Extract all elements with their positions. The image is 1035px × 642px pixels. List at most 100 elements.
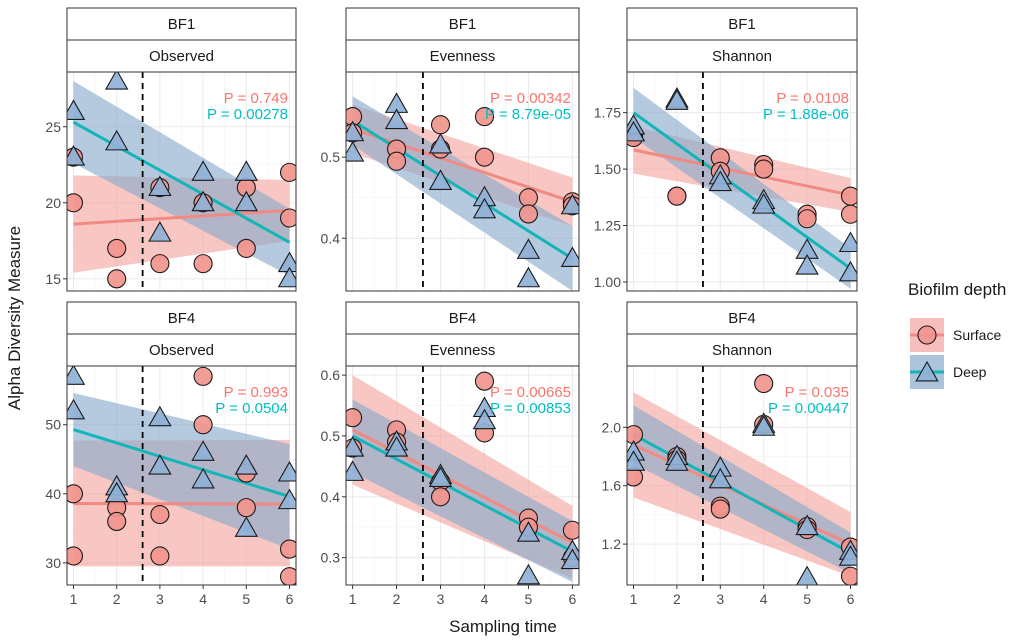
deep-point [472,197,497,219]
y-tick-label: 50 [45,417,61,433]
x-tick-label: 2 [673,591,681,607]
x-tick-label: 1 [630,591,638,607]
surface-point [236,498,256,518]
y-tick-label: 30 [45,555,61,571]
deep-point [627,450,646,471]
surface-point [279,162,296,182]
deep-fit-line [632,111,852,270]
strip-measure-label: Observed [149,48,214,65]
x-tick-label: 1 [349,591,357,607]
deep-point [148,175,172,197]
y-tick-label: 1.6 [602,478,622,494]
deep-point [148,221,172,242]
y-tick-label: 1.50 [594,161,621,177]
deep-confidence-band [352,399,573,582]
deep-point [560,548,579,570]
surface-point [279,539,296,559]
x-axis-title: Sampling time [449,617,557,636]
surface-point [430,115,451,135]
deep-point [795,514,819,536]
deep-point [516,238,541,259]
deep-point [838,260,857,282]
strip-top [626,301,858,335]
deep-point [751,415,776,436]
deep-point [234,160,259,181]
x-tick-label: 3 [716,591,724,607]
pvalue-surface: P = 0.749 [224,90,288,107]
x-tick-label: 6 [847,591,855,607]
deep-point [346,120,365,142]
surface-fit-line [73,208,290,226]
strip-top [626,7,858,41]
strip-top-label: BF1 [728,16,756,33]
deep-point [560,246,579,268]
deep-point [708,170,733,192]
surface-point [279,208,296,228]
legend-label: Surface [953,327,1001,343]
pvalue-deep: P = 0.00853 [490,400,571,417]
y-axis-title: Alpha Diversity Measure [5,226,24,410]
legend-label: Deep [953,364,987,380]
y-tick-label: 0.4 [321,489,341,505]
x-tick-label: 3 [437,591,445,607]
surface-point [150,504,170,525]
legend: Biofilm depth Surface Deep [908,280,1006,389]
strip-measure-label: Shannon [712,342,772,359]
x-tick-label: 4 [481,591,489,607]
strip-measure [66,333,297,367]
data-points [67,72,296,289]
strip-top [66,301,297,335]
deep-confidence-band [73,392,290,550]
legend-key-surface: Surface [910,318,1001,352]
panel-border [345,71,580,292]
surface-point [430,487,451,507]
y-tick-label: 15 [45,271,61,287]
deep-point [384,436,409,457]
plot-area [72,81,291,276]
panel-border [66,365,297,586]
panel-border [66,71,297,292]
deep-point [346,436,365,457]
surface-point [150,546,170,566]
y-tick-label: 0.5 [321,149,341,165]
legend-key-deep: Deep [910,355,987,389]
surface-point [150,254,170,274]
deep-point [516,521,541,542]
y-tick-label: 1.00 [594,274,621,290]
surface-point [107,238,127,258]
y-tick-label: 40 [45,486,61,502]
strip-top-label: BF4 [728,310,756,327]
surface-point [797,209,817,229]
strip-measure [626,333,858,367]
deep-point [516,563,541,585]
deep-confidence-band [73,81,290,276]
deep-point [104,481,129,503]
deep-point [665,89,689,110]
x-tick-label: 4 [199,591,207,607]
deep-point [277,460,296,482]
surface-fit-line [73,501,290,506]
surface-fit-line [633,148,851,197]
strip-measure [66,39,297,73]
surface-point [518,188,538,208]
pvalue-deep: P = 0.0504 [215,400,288,417]
x-tick-label: 3 [156,591,164,607]
y-tick-label: 0.4 [321,230,341,246]
surface-point [387,151,407,171]
deep-point [751,193,776,214]
deep-point [384,108,409,130]
x-tick-label: 5 [525,591,533,607]
strip-measure-label: Evenness [430,48,496,65]
y-tick-label: 1.2 [602,536,622,552]
surface-fit-line [352,127,573,204]
plot-area [73,392,290,567]
deep-point [428,466,453,488]
deep-point [838,545,857,566]
deep-point [428,169,453,190]
deep-point [234,516,259,537]
x-tick-label: 5 [242,591,250,607]
